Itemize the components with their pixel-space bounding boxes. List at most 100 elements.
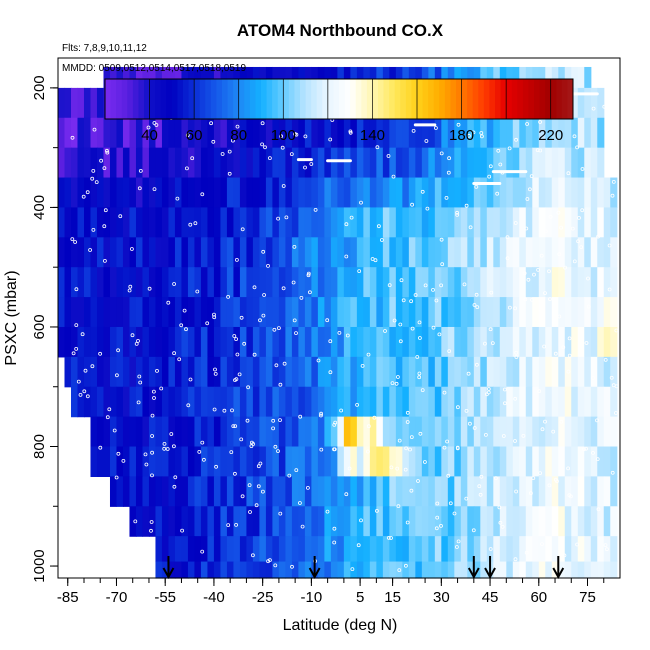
- heatmap-cell: [434, 476, 442, 507]
- heatmap-cell: [304, 66, 312, 89]
- heatmap-cell: [564, 561, 572, 579]
- sample-point: [513, 439, 517, 443]
- heatmap-cell: [220, 446, 228, 477]
- colorbar-segment: [188, 79, 195, 119]
- colorbar-segment: [110, 79, 117, 119]
- sample-point: [418, 431, 423, 436]
- heatmap-cell: [545, 117, 553, 149]
- heatmap-cell: [181, 237, 189, 268]
- heatmap-cell: [246, 536, 254, 563]
- heatmap-cell: [135, 66, 144, 89]
- heatmap-cell: [369, 561, 377, 579]
- heatmap-cell: [298, 147, 306, 179]
- heatmap-cell: [473, 446, 481, 477]
- sample-point: [258, 461, 263, 466]
- sample-point: [279, 134, 284, 139]
- sample-point: [536, 267, 540, 272]
- x-tick-label: 60: [530, 589, 547, 606]
- heatmap-cell: [467, 356, 475, 388]
- sample-point: [260, 489, 265, 494]
- heatmap-cell: [447, 117, 455, 149]
- heatmap-cell: [447, 147, 455, 179]
- heatmap-cell: [220, 117, 228, 149]
- sample-point: [184, 327, 188, 332]
- heatmap-cell: [473, 207, 481, 238]
- heatmap-cell: [395, 506, 403, 537]
- heatmap-cell: [577, 117, 585, 149]
- heatmap-cell: [174, 356, 183, 388]
- heatmap-cell: [603, 536, 611, 563]
- sample-point: [337, 330, 342, 335]
- heatmap-cell: [200, 476, 209, 507]
- heatmap-cell: [298, 561, 306, 579]
- sample-point: [114, 475, 119, 480]
- flights-subtitle: Flts: 7,8,9,10,11,12: [62, 43, 147, 54]
- heatmap-cell: [265, 476, 274, 507]
- heatmap-cell: [441, 267, 449, 298]
- heatmap-cell: [161, 416, 170, 448]
- heatmap-cell: [460, 267, 468, 298]
- sample-point: [439, 151, 444, 156]
- heatmap-cell: [298, 267, 306, 298]
- heatmap-cell: [83, 87, 92, 119]
- heatmap-cell: [350, 117, 358, 149]
- sample-point: [417, 320, 422, 325]
- sample-point: [197, 449, 202, 454]
- heatmap-cell: [363, 326, 371, 358]
- heatmap-cell: [551, 177, 559, 209]
- heatmap-cell: [337, 237, 345, 268]
- heatmap-cell: [493, 476, 501, 507]
- heatmap-cell: [83, 297, 92, 328]
- heatmap-cell: [200, 536, 209, 563]
- heatmap-cell: [558, 386, 566, 418]
- heatmap-cell: [525, 147, 533, 179]
- sample-point: [133, 519, 138, 524]
- sample-point: [572, 134, 577, 139]
- sample-point: [347, 466, 352, 471]
- heatmap-cell: [447, 297, 455, 328]
- heatmap-cell: [259, 386, 267, 418]
- heatmap-cell: [103, 446, 111, 477]
- heatmap-cell: [174, 177, 183, 209]
- heatmap-cell: [408, 506, 416, 537]
- heatmap-cell: [584, 476, 592, 507]
- heatmap-cell: [519, 536, 527, 563]
- sample-point: [584, 446, 588, 451]
- heatmap-cell: [161, 117, 170, 149]
- heatmap-cell: [96, 117, 105, 149]
- heatmap-cell: [558, 536, 566, 563]
- heatmap-cell: [402, 326, 410, 358]
- colorbar-segment: [556, 79, 563, 119]
- colorbar-segment: [227, 79, 234, 119]
- heatmap-cell: [96, 207, 105, 238]
- heatmap-cell: [493, 177, 501, 209]
- heatmap-cell: [564, 386, 572, 418]
- heatmap-cell: [298, 297, 306, 328]
- heatmap-cell: [194, 66, 202, 89]
- heatmap-cell: [135, 117, 144, 149]
- heatmap-cell: [538, 536, 546, 563]
- heatmap-cell: [467, 147, 475, 179]
- heatmap-cell: [395, 117, 403, 149]
- heatmap-cell: [389, 536, 397, 563]
- heatmap-cell: [278, 177, 286, 209]
- sample-point: [559, 225, 563, 230]
- sample-point: [306, 273, 311, 278]
- sample-point: [282, 361, 287, 366]
- sample-point: [579, 245, 584, 250]
- heatmap-cell: [376, 356, 384, 388]
- heatmap-cell: [363, 207, 371, 238]
- heatmap-cell: [246, 356, 254, 388]
- sample-point: [121, 458, 126, 463]
- sample-point: [390, 381, 395, 386]
- heatmap-cell: [408, 416, 416, 448]
- sample-point: [507, 305, 512, 310]
- colorbar-segment: [160, 79, 167, 119]
- heatmap-cell: [434, 297, 442, 328]
- heatmap-cell: [64, 147, 72, 179]
- heatmap-cell: [597, 237, 605, 268]
- sample-point: [230, 408, 234, 413]
- heatmap-cell: [311, 386, 319, 418]
- heatmap-cell: [525, 561, 533, 579]
- sample-point: [610, 193, 615, 198]
